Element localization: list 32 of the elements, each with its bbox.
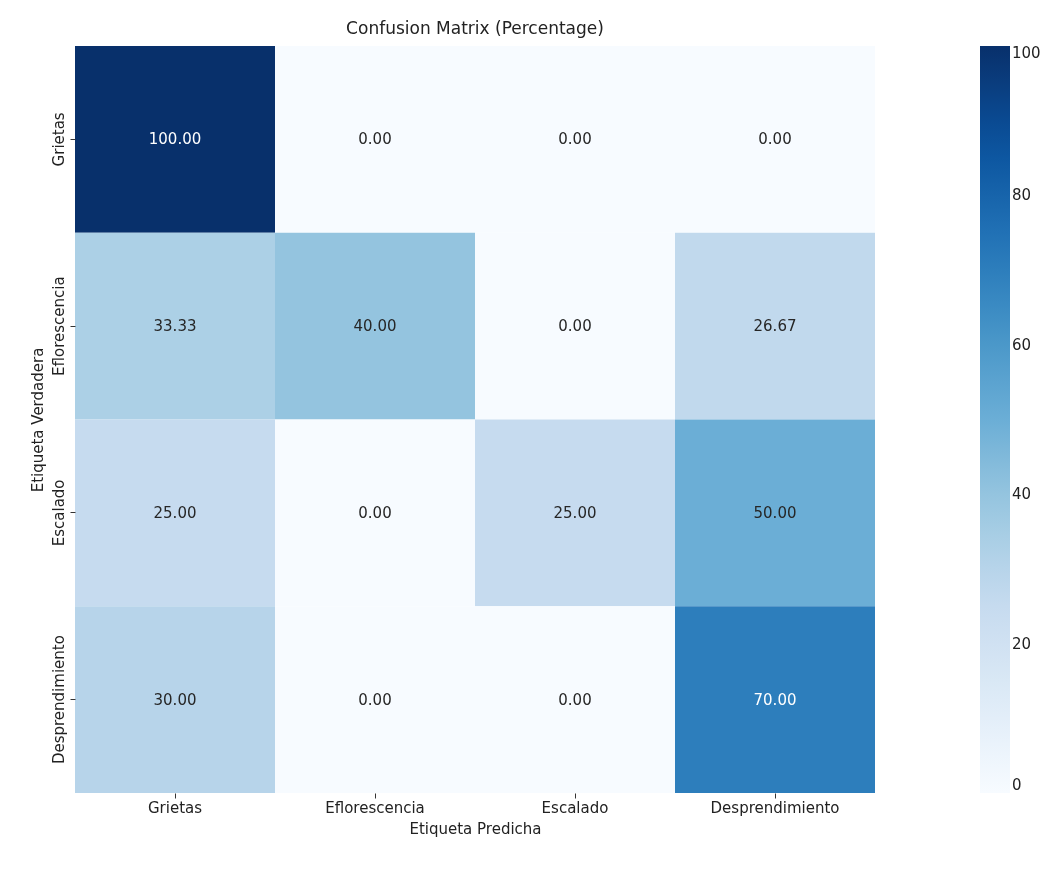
data-label: 0.00 bbox=[558, 317, 592, 336]
y-tick-label: Escalado bbox=[49, 479, 68, 547]
color-bar-label: 60 bbox=[1012, 335, 1032, 354]
chart-title: Confusion Matrix (Percentage) bbox=[346, 18, 604, 38]
y-tick-label: Eflorescencia bbox=[49, 276, 68, 376]
data-label: 0.00 bbox=[358, 690, 392, 709]
data-label: 26.67 bbox=[753, 317, 797, 336]
x-tick-label: Grietas bbox=[147, 798, 203, 817]
data-label: 40.00 bbox=[353, 317, 397, 336]
color-bar-label: 0 bbox=[1012, 776, 1022, 794]
color-bar-label: 40 bbox=[1012, 485, 1032, 504]
y-tick-label: Grietas bbox=[49, 112, 68, 167]
data-label: 0.00 bbox=[558, 130, 592, 149]
data-label: 30.00 bbox=[153, 690, 197, 709]
y-axis-title: Etiqueta Verdadera bbox=[28, 347, 47, 493]
data-label: 0.00 bbox=[758, 130, 792, 149]
x-tick-label: Escalado bbox=[541, 798, 609, 817]
x-tick-label: Eflorescencia bbox=[325, 798, 425, 817]
data-label: 25.00 bbox=[553, 503, 597, 522]
data-label: 50.00 bbox=[753, 503, 797, 522]
color-bar-label: 20 bbox=[1012, 634, 1032, 653]
data-label: 70.00 bbox=[753, 690, 797, 709]
data-label: 25.00 bbox=[153, 503, 197, 522]
data-label: 0.00 bbox=[358, 130, 392, 149]
data-label: 33.33 bbox=[153, 317, 197, 336]
data-label: 0.00 bbox=[558, 690, 592, 709]
color-bar-label: 80 bbox=[1012, 186, 1032, 205]
color-bar-label: 100 bbox=[1012, 44, 1041, 62]
data-label: 0.00 bbox=[358, 503, 392, 522]
x-tick-label: Desprendimiento bbox=[710, 798, 840, 817]
data-label: 100.00 bbox=[148, 130, 202, 149]
x-axis-title: Etiqueta Predicha bbox=[409, 819, 542, 838]
